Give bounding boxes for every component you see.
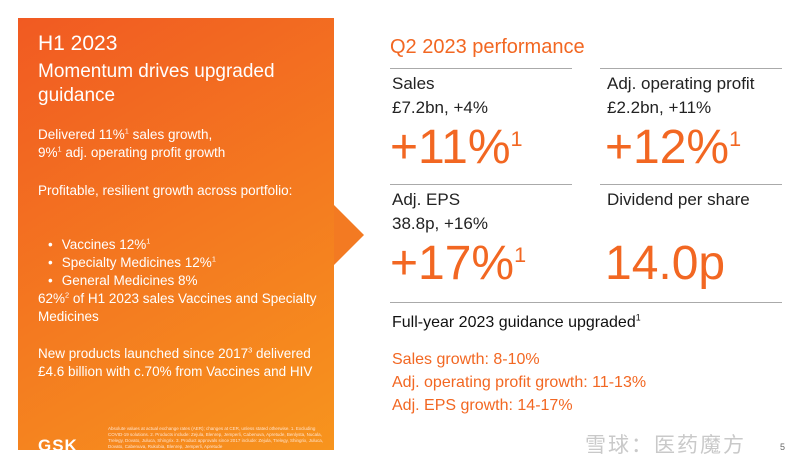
aop-label: Adj. operating profit [607, 74, 755, 93]
new-products-text: New products launched since 20173 delive… [38, 345, 313, 379]
q2-performance-title: Q2 2023 performance [390, 36, 585, 58]
divider [390, 184, 572, 185]
dps-value-big: 14.0p [605, 237, 726, 290]
eps-value: 38.8p, +16% [392, 214, 488, 233]
dps-label: Dividend per share [607, 190, 750, 209]
divider [390, 302, 782, 303]
page-number: 5 [780, 442, 786, 452]
guidance-item: Sales growth: 8-10% [392, 351, 540, 368]
footnotes: Absolute values at actual exchange rates… [108, 426, 324, 449]
aop-value: £2.2bn, +11% [607, 98, 712, 117]
sales-value: £7.2bn, +4% [392, 98, 488, 117]
guidance-item: Adj. operating profit growth: 11-13% [392, 374, 647, 391]
divider [390, 68, 572, 69]
list-item: General Medicines 8% [38, 272, 216, 290]
guidance-item: Adj. EPS growth: 14-17% [392, 397, 573, 414]
divider [600, 68, 782, 69]
left-summary-panel: H1 2023 Momentum drives upgraded guidanc… [18, 18, 334, 450]
list-item: Specialty Medicines 12%1 [38, 254, 216, 272]
watermark: 雪球：医药魔方 [585, 434, 746, 457]
eps-growth-big: +17%1 [390, 237, 527, 290]
vaccines-share-text: 62%2 of H1 2023 sales Vaccines and Speci… [38, 290, 317, 324]
sales-label: Sales [392, 74, 435, 93]
sales-growth-text: Delivered 11%1 sales growth, 9%1 adj. op… [38, 126, 226, 160]
panel-subtitle: Momentum drives upgraded guidance [38, 61, 275, 106]
sales-growth-big: +11%1 [390, 121, 523, 174]
divider [600, 184, 782, 185]
portfolio-growth-text: Profitable, resilient growth across port… [38, 183, 293, 198]
eps-label: Adj. EPS [392, 190, 461, 209]
portfolio-list: Vaccines 12%1 Specialty Medicines 12%1 G… [38, 236, 216, 290]
panel-title: H1 2023 [38, 32, 118, 55]
guidance-title: Full-year 2023 guidance upgraded1 [392, 312, 641, 331]
list-item: Vaccines 12%1 [38, 236, 216, 254]
gsk-logo: GSK [38, 436, 78, 450]
aop-growth-big: +12%1 [605, 121, 742, 174]
panel-pointer-arrow [334, 205, 364, 265]
